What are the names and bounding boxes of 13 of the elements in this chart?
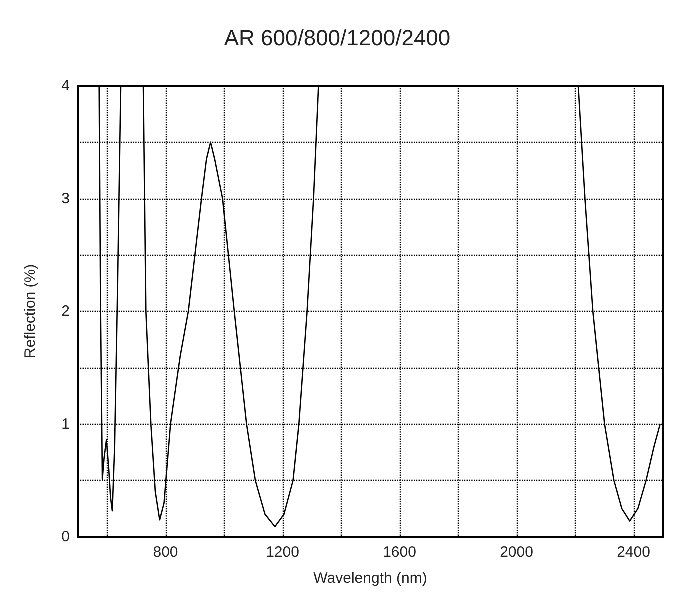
y-tick-label: 0 [62, 528, 70, 546]
x-tick-label: 2400 [617, 544, 650, 561]
x-tick-label: 1200 [266, 544, 300, 561]
y-tick-label: 1 [62, 416, 70, 433]
chart-title: AR 600/800/1200/2400 [224, 26, 451, 50]
y-tick-label: 2 [62, 303, 70, 320]
y-axis-title: Reflection (%) [22, 264, 39, 359]
x-tick-label: 1600 [383, 544, 416, 561]
y-tick-label: 4 [62, 78, 70, 94]
y-tick-label: 3 [62, 190, 70, 208]
x-tick-label: 800 [153, 544, 178, 561]
x-axis-title: Wavelength (nm) [314, 570, 428, 587]
x-tick-label: 2000 [500, 544, 534, 561]
